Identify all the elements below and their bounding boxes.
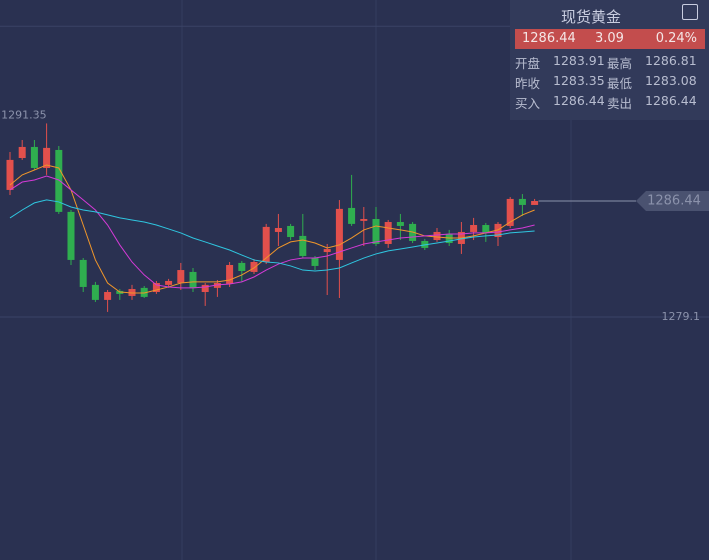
candle-body	[91, 284, 99, 300]
candle-body	[79, 259, 87, 287]
candle-body	[30, 146, 38, 168]
exit-icon[interactable]	[682, 4, 698, 20]
candle-body	[274, 228, 282, 232]
moving-average	[9, 164, 535, 294]
label: 昨收	[515, 76, 541, 91]
price-strip: 1286.44 3.09 0.24%	[515, 29, 705, 49]
change-pct: 0.24%	[655, 31, 697, 46]
moving-average	[9, 199, 535, 272]
candle-body	[140, 287, 148, 297]
label: 买入	[515, 96, 541, 111]
candle-body	[299, 235, 307, 256]
candle-body	[18, 146, 26, 159]
quote-panel: 现货黄金 1286.44 3.09 0.24% 开盘 1283.91 最高 12…	[510, 0, 709, 120]
candle-body	[372, 219, 380, 244]
candle-body	[348, 207, 356, 224]
candle-body	[226, 264, 234, 284]
candle-body	[165, 280, 173, 285]
candle-body	[6, 159, 14, 190]
y-tick-label: 1279.1	[662, 310, 701, 323]
candle-body	[201, 284, 209, 293]
candle-body	[360, 219, 368, 221]
candle-body	[238, 262, 246, 271]
value: 1286.81	[645, 53, 697, 68]
candle-body	[335, 208, 343, 260]
candle-body	[384, 222, 392, 244]
candle-body	[43, 147, 51, 168]
label: 最高	[607, 56, 633, 71]
change: 3.09	[595, 31, 624, 46]
last-price-tag	[636, 190, 709, 211]
candle-body	[470, 225, 478, 232]
label: 开盘	[515, 56, 541, 71]
value: 1283.08	[645, 73, 697, 88]
last-price-label: 1286.44	[647, 193, 701, 208]
label: 卖出	[607, 96, 633, 111]
value: 1286.44	[645, 93, 697, 108]
candle-body	[494, 223, 502, 238]
quote-row: 买入 1286.44 卖出 1286.44	[515, 93, 705, 111]
quote-row: 开盘 1283.91 最高 1286.81	[515, 53, 705, 71]
candle-body	[323, 249, 331, 253]
panel-title: 现货黄金	[560, 8, 621, 26]
price: 1286.44	[522, 31, 576, 46]
candle-body	[518, 198, 526, 205]
candle-body	[396, 222, 404, 226]
candle-body	[213, 283, 221, 288]
candle-body	[506, 198, 514, 226]
value: 1283.91	[553, 53, 605, 68]
candle-body	[311, 258, 319, 266]
candle-body	[262, 226, 270, 262]
candle-body	[152, 283, 160, 293]
candle-body	[189, 271, 197, 288]
moving-average	[9, 175, 535, 289]
candle-body	[445, 234, 453, 244]
value: 1286.44	[553, 93, 605, 108]
candle-body	[67, 211, 75, 260]
candle-body	[482, 225, 490, 233]
candle-body	[531, 200, 539, 205]
candle-body	[104, 292, 112, 300]
candle-body	[177, 270, 185, 284]
candle-body	[433, 231, 441, 241]
quote-row: 昨收 1283.35 最低 1283.08	[515, 73, 705, 91]
label: 最低	[607, 76, 633, 91]
candle-body	[287, 225, 295, 238]
value: 1283.35	[553, 73, 605, 88]
candle-body	[55, 149, 63, 212]
high-label: 1291.35	[1, 108, 47, 121]
candle-body	[250, 261, 258, 272]
